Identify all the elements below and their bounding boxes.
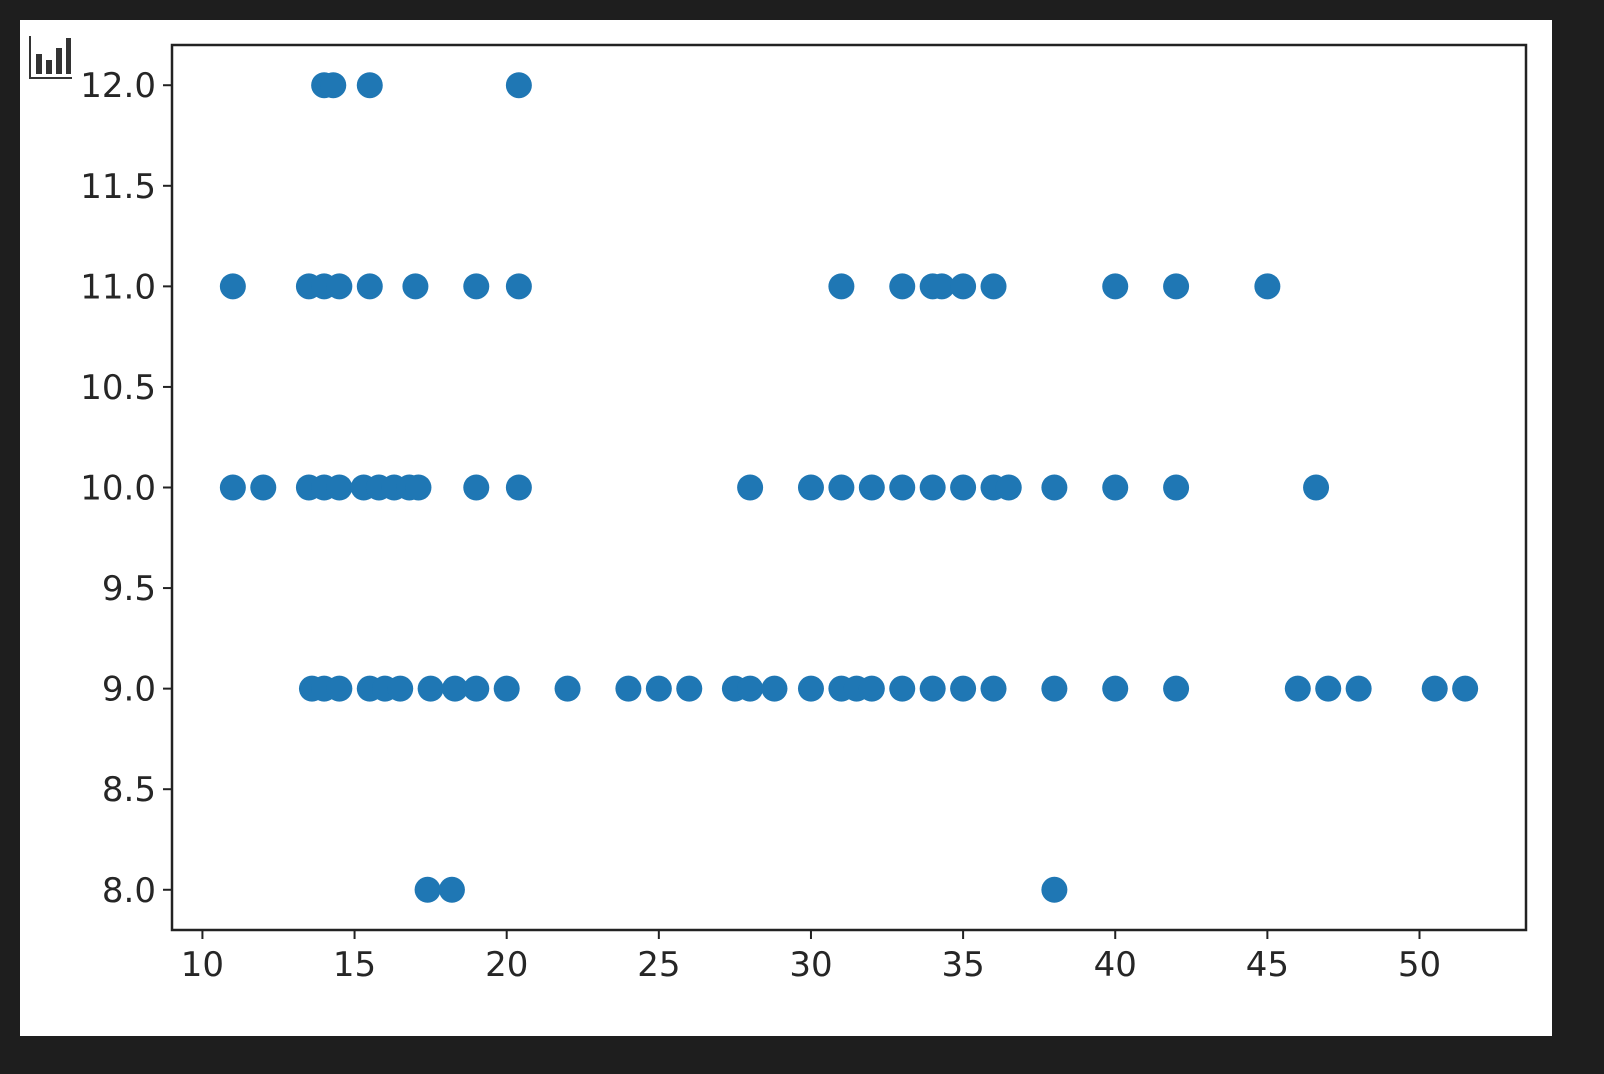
chart-panel: 10 15 20 25 30 35 40 45 50 8.0 8.5 9.0 9.5 10.0 10.5 1… xyxy=(20,20,1552,1036)
x-tick-label: 10 xyxy=(181,945,224,985)
data-point xyxy=(889,675,916,702)
data-point xyxy=(828,474,855,501)
data-point xyxy=(645,675,672,702)
y-tick-label: 8.0 xyxy=(102,871,156,911)
data-points xyxy=(219,72,1479,903)
data-point xyxy=(554,675,581,702)
x-tick-label: 25 xyxy=(637,945,680,985)
data-point xyxy=(980,273,1007,300)
data-point xyxy=(737,675,764,702)
data-point xyxy=(1421,675,1448,702)
x-tick-label: 45 xyxy=(1246,945,1289,985)
data-point xyxy=(1102,273,1129,300)
data-point xyxy=(320,72,347,99)
x-tick-label: 40 xyxy=(1094,945,1137,985)
data-point xyxy=(463,675,490,702)
data-point xyxy=(402,273,429,300)
data-point xyxy=(219,474,246,501)
y-tick-label: 11.5 xyxy=(80,167,156,207)
x-tick-label: 15 xyxy=(333,945,376,985)
data-point xyxy=(463,273,490,300)
y-tick-label: 8.5 xyxy=(102,770,156,810)
data-point xyxy=(919,675,946,702)
data-point xyxy=(1102,675,1129,702)
data-point xyxy=(858,675,885,702)
data-point xyxy=(889,273,916,300)
data-point xyxy=(505,72,532,99)
y-tick-label: 10.5 xyxy=(80,368,156,408)
data-point xyxy=(326,273,353,300)
data-point xyxy=(858,474,885,501)
data-point xyxy=(1102,474,1129,501)
data-point xyxy=(797,675,824,702)
y-tick-label: 9.5 xyxy=(102,569,156,609)
data-point xyxy=(1345,675,1372,702)
data-point xyxy=(676,675,703,702)
data-point xyxy=(615,675,642,702)
data-point xyxy=(441,675,468,702)
data-point xyxy=(356,72,383,99)
data-point xyxy=(414,876,441,903)
y-tick-label: 10.0 xyxy=(80,469,156,509)
data-point xyxy=(405,474,432,501)
data-point xyxy=(438,876,465,903)
data-point xyxy=(1041,474,1068,501)
data-point xyxy=(326,675,353,702)
data-point xyxy=(980,675,1007,702)
data-point xyxy=(250,474,277,501)
data-point xyxy=(493,675,520,702)
data-point xyxy=(919,474,946,501)
data-point xyxy=(761,675,788,702)
data-point xyxy=(737,474,764,501)
data-point xyxy=(1041,675,1068,702)
data-point xyxy=(417,675,444,702)
data-point xyxy=(950,273,977,300)
data-point xyxy=(995,474,1022,501)
data-point xyxy=(1303,474,1330,501)
x-tick-label: 20 xyxy=(485,945,528,985)
data-point xyxy=(1284,675,1311,702)
data-point xyxy=(505,474,532,501)
data-point xyxy=(828,273,855,300)
scatter-chart: 10 15 20 25 30 35 40 45 50 8.0 8.5 9.0 9.5 10.0 10.5 1… xyxy=(80,43,1528,985)
bar-chart-icon[interactable] xyxy=(28,34,74,80)
data-point xyxy=(1041,876,1068,903)
x-axis: 10 15 20 25 30 35 40 45 50 xyxy=(181,930,1441,985)
data-point xyxy=(797,474,824,501)
x-tick-label: 35 xyxy=(941,945,984,985)
data-point xyxy=(326,474,353,501)
data-point xyxy=(889,474,916,501)
data-point xyxy=(356,273,383,300)
data-point xyxy=(463,474,490,501)
data-point xyxy=(1254,273,1281,300)
data-point xyxy=(1163,273,1190,300)
y-tick-label: 9.0 xyxy=(102,670,156,710)
y-tick-label: 11.0 xyxy=(80,267,156,307)
data-point xyxy=(505,273,532,300)
x-tick-label: 50 xyxy=(1398,945,1441,985)
data-point xyxy=(1452,675,1479,702)
data-point xyxy=(1163,474,1190,501)
data-point xyxy=(1163,675,1190,702)
y-axis: 8.0 8.5 9.0 9.5 10.0 10.5 11.0 11.5 12.0 xyxy=(80,66,172,911)
data-point xyxy=(219,273,246,300)
x-tick-label: 30 xyxy=(789,945,832,985)
data-point xyxy=(387,675,414,702)
data-point xyxy=(950,474,977,501)
data-point xyxy=(928,273,955,300)
data-point xyxy=(1315,675,1342,702)
y-tick-label: 12.0 xyxy=(80,66,156,106)
data-point xyxy=(950,675,977,702)
